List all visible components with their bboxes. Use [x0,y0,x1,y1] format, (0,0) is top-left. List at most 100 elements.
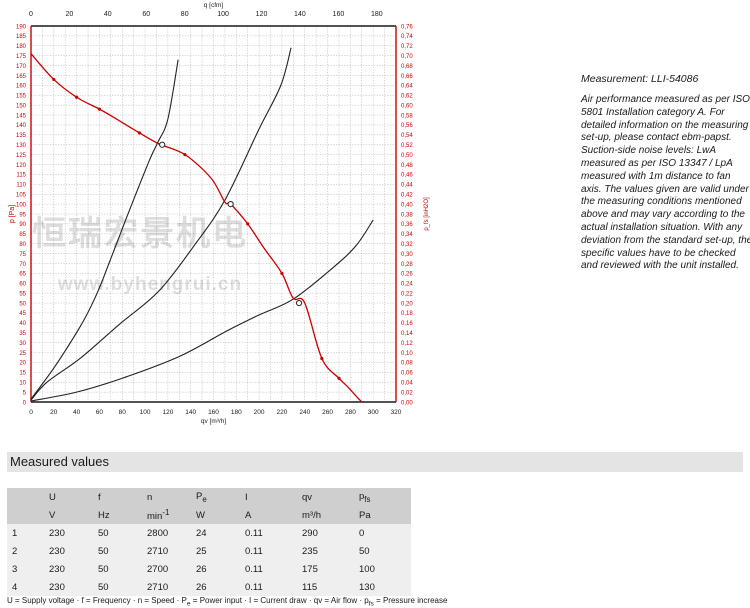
svg-text:恒瑞宏景机电: 恒瑞宏景机电 [32,214,248,253]
svg-text:0,66: 0,66 [401,74,413,80]
svg-text:0,16: 0,16 [401,321,413,327]
svg-text:140: 140 [16,123,27,129]
svg-text:130: 130 [16,143,27,149]
svg-text:100: 100 [16,202,27,208]
svg-text:0,68: 0,68 [401,64,413,70]
svg-text:105: 105 [16,193,27,199]
svg-text:260: 260 [322,409,333,416]
svg-text:p_fs [inH2O]: p_fs [inH2O] [424,197,430,231]
svg-text:0,10: 0,10 [401,351,413,357]
svg-text:0,32: 0,32 [401,242,413,248]
svg-text:150: 150 [16,104,27,110]
svg-text:0,08: 0,08 [401,361,413,367]
svg-text:0,06: 0,06 [401,371,413,377]
svg-text:0,18: 0,18 [401,311,413,317]
svg-text:110: 110 [16,183,26,189]
svg-text:155: 155 [16,94,27,100]
svg-text:0,38: 0,38 [401,212,413,218]
svg-text:0,04: 0,04 [401,381,413,387]
svg-text:70: 70 [19,262,26,268]
svg-text:5: 5 [23,390,27,396]
svg-text:0,50: 0,50 [401,153,413,159]
svg-text:0,26: 0,26 [401,272,413,278]
svg-text:35: 35 [19,331,26,337]
svg-text:0: 0 [29,409,33,416]
svg-text:0,76: 0,76 [401,24,413,30]
svg-text:160: 160 [333,11,345,18]
svg-text:60: 60 [19,282,26,288]
svg-text:40: 40 [19,321,26,327]
svg-text:200: 200 [254,409,265,416]
svg-text:55: 55 [19,292,26,298]
svg-text:145: 145 [16,113,27,119]
svg-text:100: 100 [217,11,229,18]
svg-text:0,00: 0,00 [401,400,413,406]
svg-text:160: 160 [16,84,27,90]
svg-text:0,14: 0,14 [401,331,413,337]
svg-text:40: 40 [73,409,81,416]
svg-text:75: 75 [19,252,26,258]
svg-text:www.byhengrui.cn: www.byhengrui.cn [57,274,242,295]
svg-text:0,46: 0,46 [401,173,413,179]
svg-text:125: 125 [16,153,27,159]
svg-text:10: 10 [19,381,26,387]
svg-text:175: 175 [16,54,27,60]
svg-text:180: 180 [371,11,383,18]
svg-text:0,72: 0,72 [401,44,413,50]
svg-text:0,02: 0,02 [401,390,413,396]
svg-text:0,70: 0,70 [401,54,413,60]
svg-text:190: 190 [16,24,27,30]
svg-text:0,52: 0,52 [401,143,413,149]
svg-text:0,22: 0,22 [401,292,413,298]
svg-text:60: 60 [142,11,150,18]
svg-text:qv [m³/h]: qv [m³/h] [201,418,226,425]
svg-text:0,12: 0,12 [401,341,413,347]
svg-text:50: 50 [19,301,26,307]
svg-text:170: 170 [16,64,27,70]
svg-text:0,42: 0,42 [401,193,413,199]
svg-text:Density ρ of air 1,2 kg/m³: Density ρ of air 1,2 kg/m³ [186,0,242,1]
svg-text:120: 120 [162,409,173,416]
svg-text:240: 240 [299,409,310,416]
svg-text:20: 20 [66,11,74,18]
svg-text:0,74: 0,74 [401,34,413,40]
svg-text:25: 25 [19,351,26,357]
svg-text:80: 80 [119,409,127,416]
svg-text:0,24: 0,24 [401,282,413,288]
svg-text:q [cfm]: q [cfm] [204,2,224,9]
svg-text:0,56: 0,56 [401,123,413,129]
svg-text:0,60: 0,60 [401,104,413,110]
svg-text:135: 135 [16,133,27,139]
svg-text:0,28: 0,28 [401,262,413,268]
svg-text:180: 180 [16,44,27,50]
svg-text:300: 300 [368,409,379,416]
svg-text:0,64: 0,64 [401,84,413,90]
svg-text:0,44: 0,44 [401,183,413,189]
svg-text:220: 220 [276,409,287,416]
svg-text:60: 60 [96,409,104,416]
svg-text:30: 30 [19,341,26,347]
svg-text:0,34: 0,34 [401,232,413,238]
svg-text:20: 20 [19,361,26,367]
svg-text:180: 180 [231,409,242,416]
svg-text:65: 65 [19,272,26,278]
svg-text:0,40: 0,40 [401,202,413,208]
svg-text:95: 95 [19,212,26,218]
svg-text:45: 45 [19,311,26,317]
svg-text:80: 80 [19,242,26,248]
svg-text:p [Pa]: p [Pa] [9,205,16,223]
svg-text:0,62: 0,62 [401,94,413,100]
svg-text:40: 40 [104,11,112,18]
svg-text:0,58: 0,58 [401,113,413,119]
svg-text:165: 165 [16,74,27,80]
svg-text:140: 140 [294,11,306,18]
svg-text:120: 120 [16,163,27,169]
svg-text:185: 185 [16,34,27,40]
svg-text:0: 0 [23,400,27,406]
svg-text:115: 115 [16,173,26,179]
svg-text:0,54: 0,54 [401,133,413,139]
svg-text:0,30: 0,30 [401,252,413,258]
svg-text:320: 320 [391,409,402,416]
svg-text:0: 0 [29,11,33,18]
svg-text:0,20: 0,20 [401,301,413,307]
